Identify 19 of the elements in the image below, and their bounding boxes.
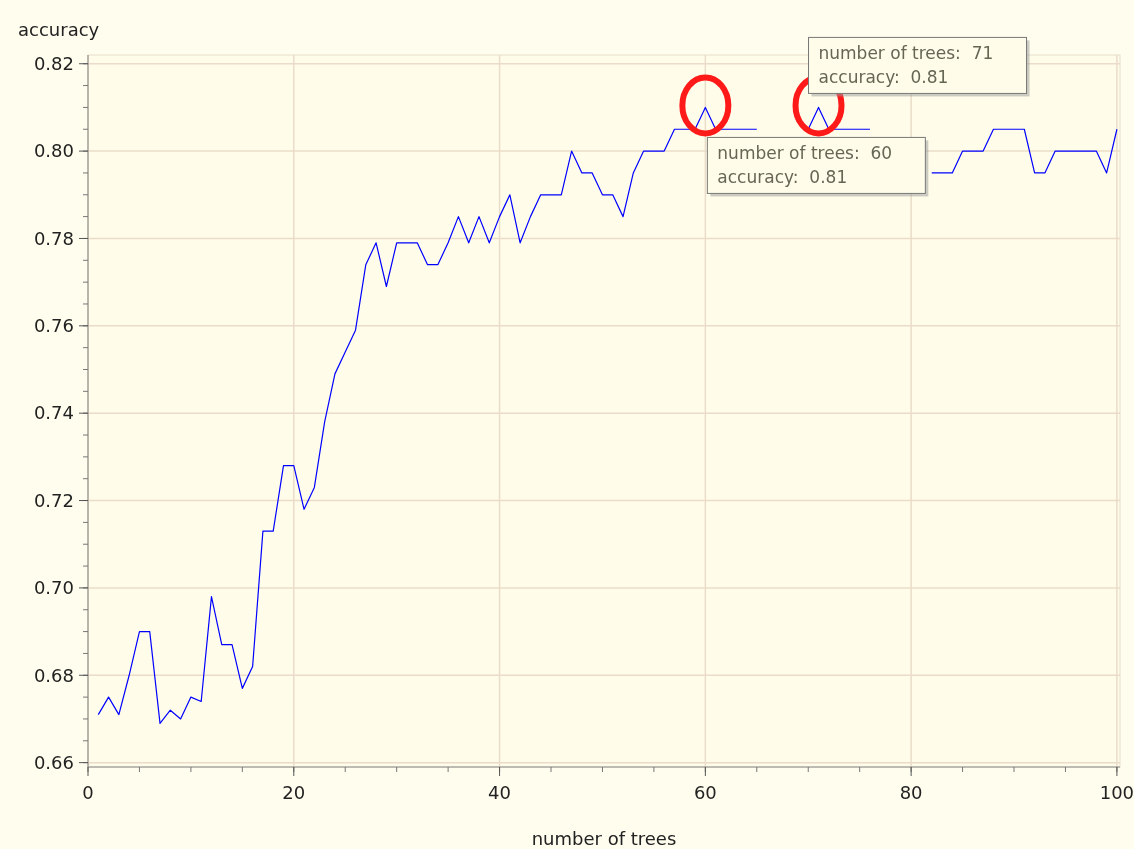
- x-tick-label: 40: [488, 782, 512, 803]
- y-tick-label: 0.70: [33, 577, 74, 599]
- y-tick-label: 0.68: [33, 664, 74, 686]
- y-tick-label: 0.74: [33, 402, 74, 424]
- y-tick-label: 0.72: [33, 489, 74, 511]
- x-tick-label: 0: [82, 782, 94, 803]
- y-tick-label: 0.80: [33, 140, 74, 162]
- annotation: number of trees: 71 accuracy: 0.81: [818, 43, 994, 88]
- x-axis-title: number of trees: [531, 828, 677, 849]
- x-tick-label: 60: [693, 782, 717, 803]
- y-axis-title: accuracy: [18, 19, 100, 40]
- y-tick-label: 0.66: [33, 751, 74, 773]
- y-tick-label: 0.82: [33, 53, 74, 75]
- x-tick-label: 80: [899, 782, 923, 803]
- x-tick-label: 100: [1099, 782, 1134, 803]
- y-tick-label: 0.76: [33, 315, 74, 337]
- annotation: number of trees: 60 accuracy: 0.81: [717, 143, 893, 188]
- y-tick-label: 0.78: [33, 227, 74, 249]
- x-tick-label: 20: [282, 782, 306, 803]
